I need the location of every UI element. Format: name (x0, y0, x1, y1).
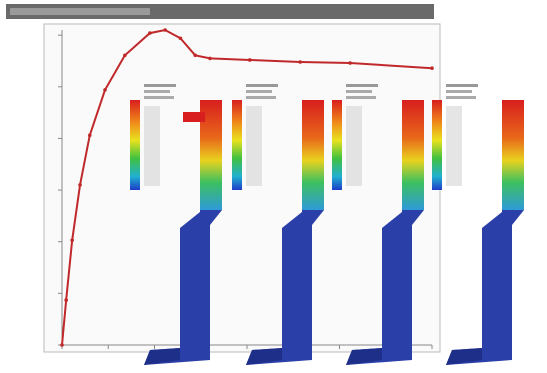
data-point (103, 88, 107, 92)
data-point (88, 134, 92, 138)
data-point (348, 61, 352, 65)
data-point (208, 57, 212, 61)
data-point (78, 183, 82, 187)
header-text-placeholder (10, 8, 150, 15)
data-point (148, 31, 152, 35)
highlight (183, 112, 205, 122)
data-point (193, 54, 197, 58)
data-point (64, 298, 68, 302)
data-point (123, 54, 127, 58)
data-point (70, 238, 74, 242)
contour-plot (432, 84, 524, 365)
data-point (179, 36, 183, 40)
data-point (430, 66, 434, 70)
screenshot (0, 0, 547, 373)
data-point (163, 28, 167, 32)
data-point (248, 58, 252, 62)
data-point (60, 343, 64, 347)
data-point (298, 60, 302, 64)
